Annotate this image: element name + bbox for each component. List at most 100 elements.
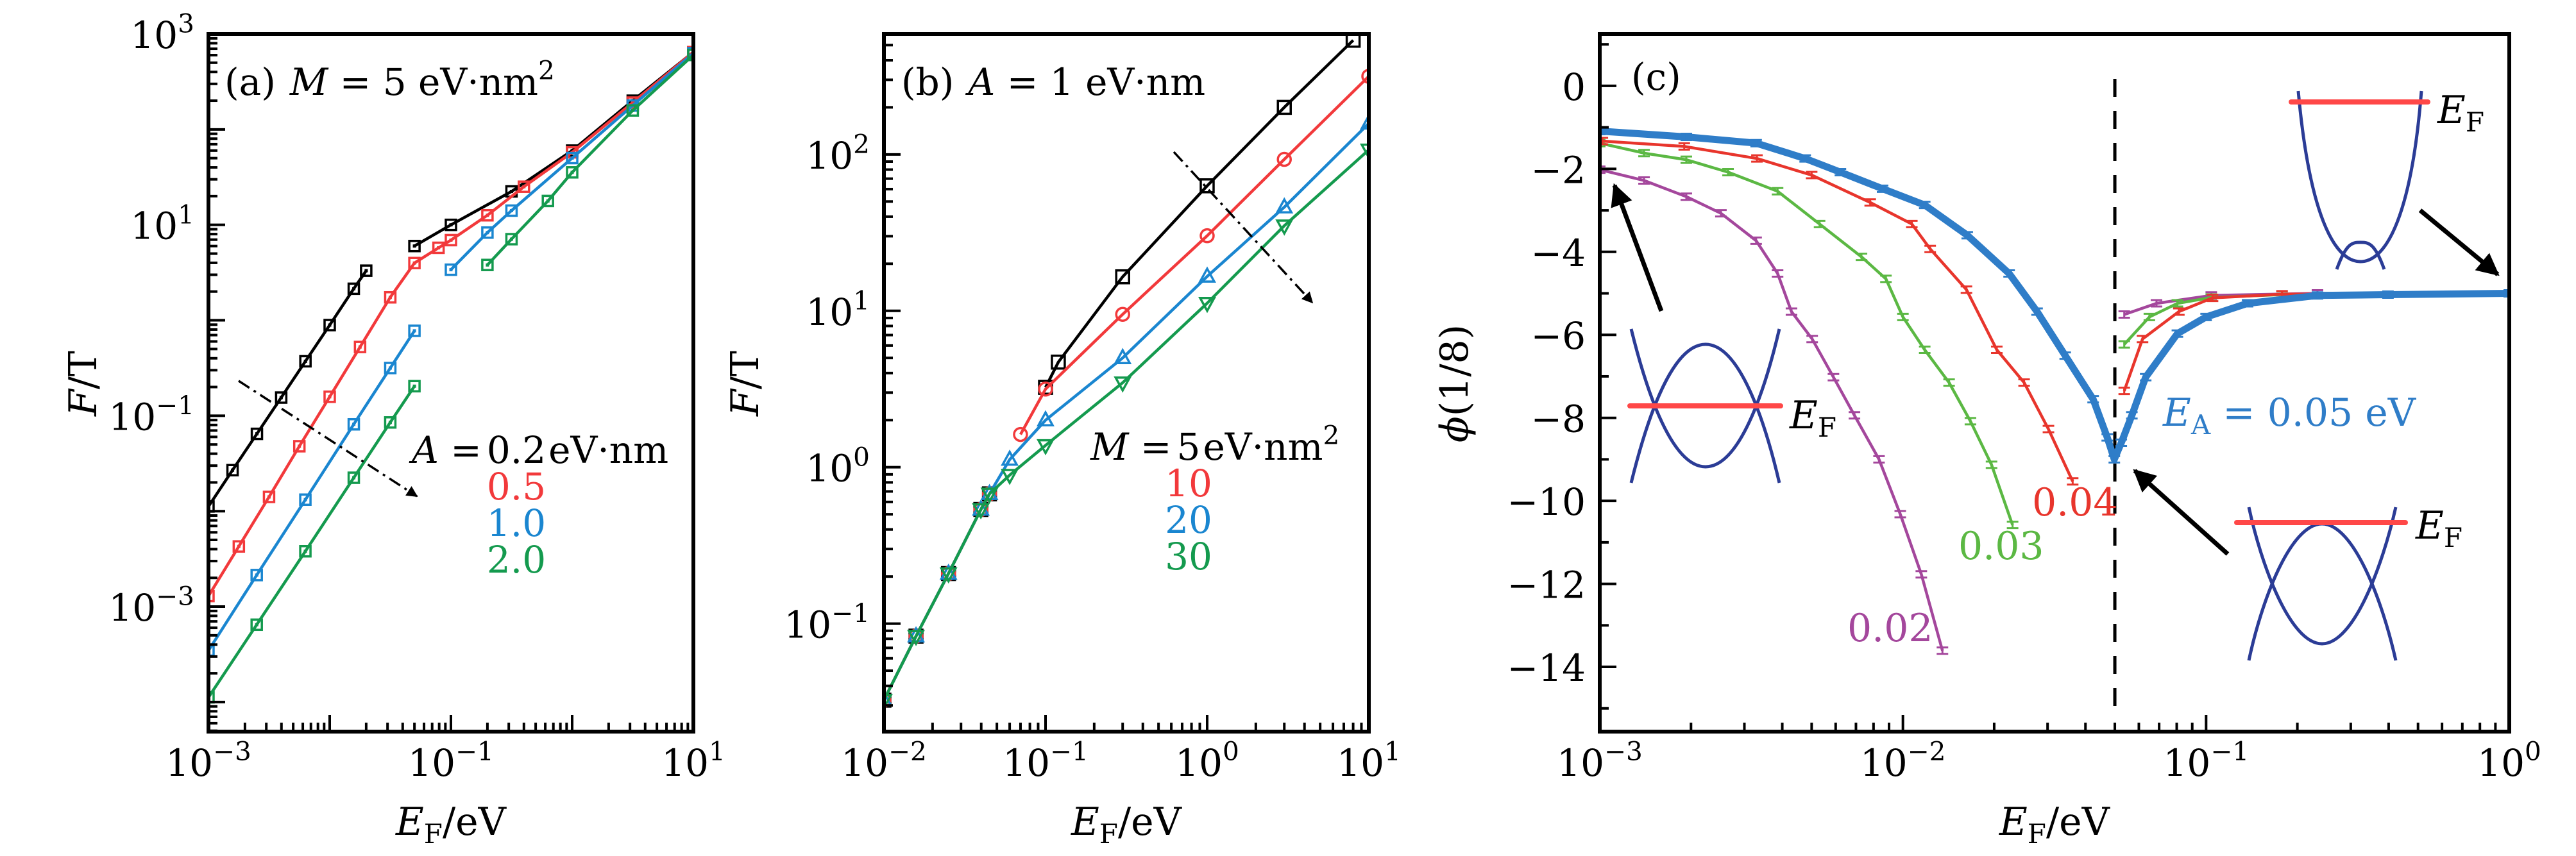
y-tick-label-part: −8 (1531, 398, 1586, 441)
x-tick-label-part: −3 (1604, 736, 1643, 767)
y-tick-label: 101 (130, 199, 194, 248)
x-tick-label: 10−3 (1557, 736, 1643, 785)
panel-title: (c) (1631, 55, 1681, 99)
errorbar-marker (2126, 411, 2138, 420)
y-tick-label-part: −1 (156, 390, 194, 421)
x-tick-label: 100 (2477, 736, 2541, 785)
errorbar-marker (1638, 149, 1650, 158)
fermi-level-label-part: E (2415, 503, 2444, 548)
square-marker (566, 151, 579, 165)
x-tick-label-part: 0 (1223, 736, 1239, 767)
errorbar-marker (1799, 154, 1811, 163)
errorbar-marker (1897, 312, 1909, 321)
panel-title-part: = 1 eV·nm (995, 60, 1205, 104)
ticks (207, 33, 695, 732)
errorbar-marker (2118, 310, 2130, 319)
errorbar-marker (2042, 424, 2055, 433)
errorbar-marker (1919, 346, 1931, 355)
curve-label: 0.02 (1847, 606, 1933, 651)
series-line (1602, 139, 2074, 482)
triangle-up-marker (1360, 113, 1369, 130)
x-axis-label-part: F (1099, 818, 1118, 850)
errorbar-marker (2087, 395, 2099, 404)
legend-variable-part: M (1090, 425, 1130, 469)
errorbar-marker (1806, 335, 1818, 344)
x-tick-label-part: −3 (213, 736, 251, 767)
errorbar-marker (2200, 312, 2212, 321)
band-curve (2296, 90, 2423, 264)
x-axis-label-part: /eV (1118, 800, 1183, 844)
y-tick-label-part: 10 (108, 395, 156, 439)
errorbar-marker (2137, 335, 2149, 344)
legend-entry: 5 (1177, 425, 1201, 469)
pointer-arrow (2133, 469, 2230, 556)
errorbar-marker (2118, 340, 2130, 349)
series-0.05 (1600, 126, 2509, 464)
y-axis-label-part: F (723, 388, 768, 417)
curve-label-part: 0.02 (1847, 606, 1933, 651)
triangle-down-marker (980, 487, 999, 504)
circle-marker (1013, 426, 1028, 442)
x-tick-label-part: 10 (2477, 741, 2525, 785)
square-marker (408, 380, 421, 393)
curve-label-part: A (2190, 409, 2211, 441)
square-marker (445, 218, 457, 231)
errorbar-marker (2382, 290, 2394, 299)
square-marker (275, 391, 288, 404)
errorbar-marker (2241, 299, 2253, 308)
y-tick-label-part: 10 (130, 13, 178, 57)
y-tick-label: −14 (1507, 646, 1586, 690)
panel-title-part: M (289, 60, 329, 104)
errorbar-marker (2171, 299, 2183, 308)
errorbar-marker (2067, 477, 2079, 486)
y-axis-label: ϕ(1/8) (1432, 324, 1477, 442)
legend-entry: 1.0 (487, 501, 546, 545)
triangle-down-marker (1114, 376, 1132, 393)
square-marker (292, 440, 306, 453)
y-tick-label-part: 10 (806, 290, 853, 334)
x-axis-label-part: /eV (443, 800, 507, 844)
panel-title: (a) M = 5 eV·nm2 (225, 55, 555, 104)
triangle-up-marker (1001, 449, 1019, 466)
legend-unit-part: eV·nm (1203, 425, 1323, 469)
band-structure-inset: EF (2234, 503, 2462, 661)
square-marker (299, 545, 312, 558)
errorbar-marker (1772, 269, 1784, 278)
errorbar-marker (1919, 201, 1931, 210)
x-tick-label-part: 10 (1337, 741, 1384, 785)
y-tick-label-part: 10 (130, 205, 178, 248)
square-marker (299, 493, 312, 507)
y-tick-label: 10−3 (108, 581, 194, 630)
square-marker (384, 416, 397, 429)
triangle-up-marker (1114, 348, 1132, 364)
x-tick-label: 10−1 (408, 736, 494, 785)
x-tick-label-part: −2 (888, 736, 927, 767)
circle-marker (1115, 306, 1130, 322)
square-marker (250, 618, 263, 632)
square-marker (541, 194, 554, 208)
y-tick-label-part: −10 (1507, 480, 1586, 524)
legend-unit: eV·nm (548, 428, 668, 472)
band-curve (2335, 240, 2386, 270)
square-marker (408, 239, 421, 253)
errorbar-marker (2171, 329, 2183, 338)
square-marker (384, 290, 397, 304)
x-axis-label-part: F (2028, 818, 2046, 850)
square-marker (626, 104, 640, 117)
ticks (1598, 43, 2511, 732)
y-tick-label-part: 3 (178, 8, 194, 39)
triangle-up-marker (1198, 266, 1216, 283)
square-marker (262, 491, 276, 503)
y-tick-label-part: 0 (1562, 65, 1586, 109)
y-axis-label: F/T (61, 351, 106, 417)
triangle-down-marker (972, 503, 990, 520)
errorbar-marker (1985, 460, 1997, 469)
x-tick-label: 10−2 (841, 736, 927, 785)
errorbar-marker (1600, 137, 1609, 146)
x-tick-label-part: 10 (1175, 741, 1223, 785)
errorbar-marker (1856, 253, 1868, 262)
plot-area (1600, 79, 2509, 707)
y-tick-label: 0 (1562, 65, 1586, 109)
band-curve (1629, 342, 1781, 483)
